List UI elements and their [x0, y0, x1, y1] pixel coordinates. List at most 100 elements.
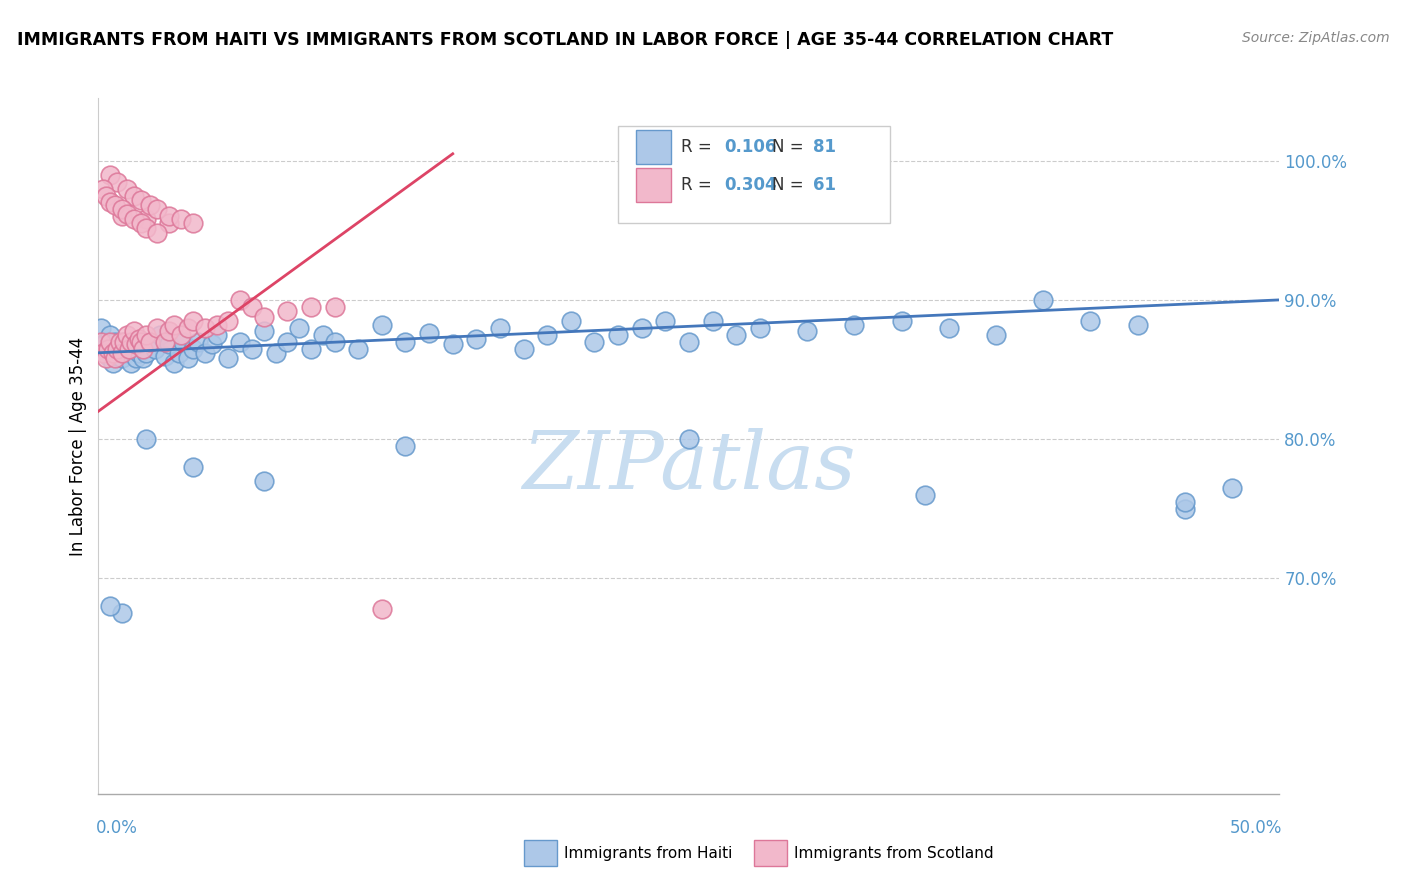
Point [129, 334, 152, 349]
Text: N =: N = [772, 138, 808, 156]
Point [122, 324, 145, 338]
Point [97, 349, 120, 363]
Point [240, 342, 263, 356]
Point [394, 334, 416, 349]
Point [105, 349, 128, 363]
Text: IMMIGRANTS FROM HAITI VS IMMIGRANTS FROM SCOTLAND IN LABOR FORCE | AGE 35-44 COR: IMMIGRANTS FROM HAITI VS IMMIGRANTS FROM… [17, 31, 1114, 49]
Text: R =: R = [681, 138, 717, 156]
Point [194, 345, 217, 359]
Point [229, 334, 252, 349]
Point [229, 293, 252, 307]
Point [115, 327, 138, 342]
Point [121, 355, 143, 369]
Point [678, 334, 700, 349]
Point [299, 342, 322, 356]
Point [94, 351, 117, 366]
Point [122, 212, 145, 227]
Point [536, 327, 558, 342]
Point [181, 459, 204, 474]
Point [217, 314, 239, 328]
Point [112, 334, 135, 349]
Text: Immigrants from Scotland: Immigrants from Scotland [794, 846, 994, 861]
Point [583, 334, 606, 349]
Y-axis label: In Labor Force | Age 35-44: In Labor Force | Age 35-44 [69, 336, 87, 556]
Point [157, 324, 180, 338]
Point [135, 432, 157, 446]
Point [125, 337, 148, 351]
Text: 81: 81 [813, 138, 837, 156]
Point [91, 181, 114, 195]
Point [94, 188, 117, 202]
Point [205, 318, 228, 332]
Point [725, 327, 748, 342]
Point [128, 332, 150, 346]
FancyBboxPatch shape [619, 126, 890, 223]
Point [111, 345, 134, 359]
Point [288, 320, 311, 334]
Text: R =: R = [681, 176, 717, 194]
Point [253, 324, 276, 338]
Text: Source: ZipAtlas.com: Source: ZipAtlas.com [1241, 31, 1389, 45]
Point [122, 342, 145, 356]
Point [890, 314, 912, 328]
Point [1126, 318, 1149, 332]
Point [129, 334, 152, 349]
Point [105, 342, 128, 356]
Point [104, 351, 127, 366]
Point [115, 345, 138, 359]
Point [135, 220, 157, 235]
Point [240, 300, 263, 314]
Point [98, 599, 121, 613]
Point [748, 320, 770, 334]
Point [489, 320, 512, 334]
Point [91, 345, 114, 359]
Point [139, 334, 162, 349]
Point [135, 327, 157, 342]
Point [205, 327, 228, 342]
Bar [636, 169, 671, 202]
Point [115, 181, 138, 195]
Point [157, 210, 180, 224]
Point [91, 342, 114, 356]
Point [146, 226, 169, 240]
Text: 61: 61 [813, 176, 837, 194]
Point [118, 337, 141, 351]
Point [163, 318, 186, 332]
Bar [523, 840, 557, 865]
Point [90, 334, 112, 349]
Point [104, 334, 127, 349]
Point [90, 320, 112, 334]
Point [253, 310, 276, 324]
Point [1032, 293, 1054, 307]
Point [121, 334, 143, 349]
Point [122, 188, 145, 202]
Point [276, 334, 298, 349]
Point [143, 342, 166, 356]
Point [111, 202, 134, 217]
Point [512, 342, 534, 356]
Point [146, 320, 169, 334]
Point [844, 318, 866, 332]
Point [157, 337, 180, 351]
Point [984, 327, 1007, 342]
Point [129, 193, 152, 207]
Point [112, 334, 135, 349]
Point [98, 195, 121, 210]
Text: 0.304: 0.304 [724, 176, 778, 194]
Point [418, 326, 440, 341]
Point [111, 210, 134, 224]
Point [465, 332, 488, 346]
Point [163, 355, 186, 369]
Point [938, 320, 960, 334]
Point [276, 304, 298, 318]
Point [104, 198, 127, 212]
Point [172, 334, 194, 349]
Bar [636, 130, 671, 163]
Point [125, 351, 148, 366]
Point [607, 327, 630, 342]
Point [115, 206, 138, 220]
Point [98, 334, 121, 349]
Point [177, 320, 200, 334]
Point [177, 351, 200, 366]
Point [108, 342, 131, 356]
